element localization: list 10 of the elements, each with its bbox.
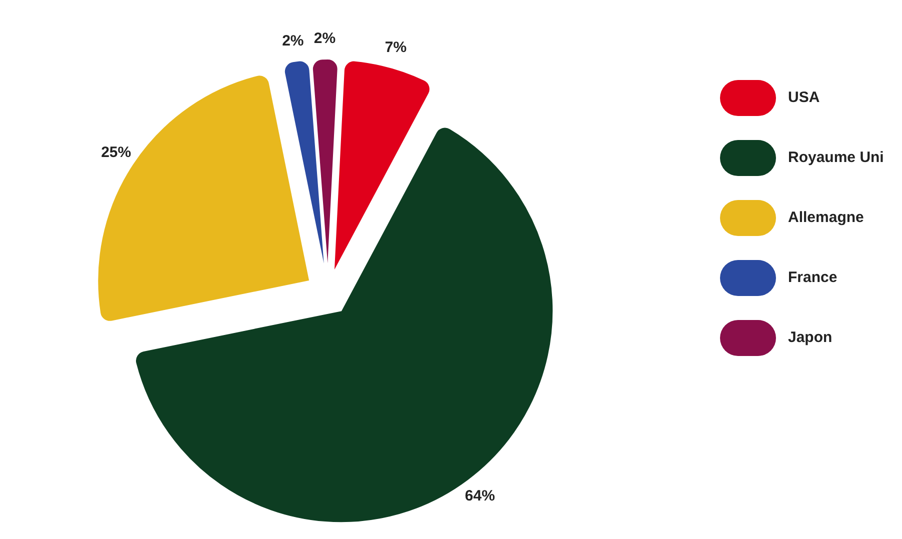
data-label: 64%: [464, 488, 495, 505]
data-label: 7%: [384, 39, 407, 56]
data-label: 2%: [314, 30, 336, 47]
legend-label: Royaume Uni: [788, 148, 884, 166]
legend-label: USA: [788, 88, 820, 106]
legend-label: Japon: [788, 328, 832, 346]
data-label: 2%: [282, 32, 304, 50]
data-label: 25%: [101, 144, 132, 161]
legend-label: France: [788, 268, 838, 286]
legend-label: Allemagne: [788, 208, 864, 226]
